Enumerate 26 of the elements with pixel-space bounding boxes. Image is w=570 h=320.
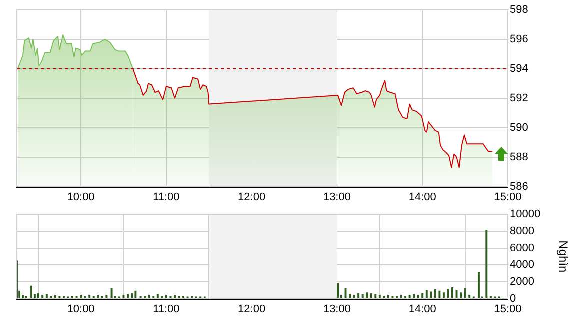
y-tick-label: 0 (510, 292, 516, 305)
x-tick-label: 11:00 (153, 303, 180, 316)
y-tick-label: 592 (510, 92, 528, 104)
x-tick-label: 15:00 (494, 303, 522, 316)
y-tick-label: 590 (510, 122, 528, 134)
y-tick-label: 598 (510, 4, 528, 16)
x-tick-label: 11:00 (153, 191, 180, 204)
y-tick-label: 2000 (510, 276, 534, 288)
y-tick-label: 6000 (510, 242, 534, 254)
y-tick-label: 8000 (510, 225, 534, 238)
y-tick-label: 588 (510, 151, 528, 164)
y-tick-label: 594 (510, 62, 528, 75)
x-tick-label: 15:00 (494, 191, 522, 204)
x-tick-label: 10:00 (67, 303, 95, 316)
y-tick-label: 596 (510, 34, 528, 46)
x-tick-label: 13:00 (323, 191, 351, 204)
y-axis-title: Nghìn (556, 240, 570, 273)
x-tick-label: 12:00 (238, 303, 266, 316)
x-tick-label: 12:00 (238, 191, 266, 204)
y-tick-label: 10000 (510, 208, 541, 221)
y-tick-label: 4000 (510, 259, 534, 272)
x-tick-label: 10:00 (67, 191, 95, 204)
x-tick-label: 13:00 (323, 303, 351, 316)
y-tick-label: 586 (510, 180, 528, 193)
x-tick-label: 14:00 (408, 191, 436, 204)
x-tick-label: 14:00 (408, 303, 436, 316)
